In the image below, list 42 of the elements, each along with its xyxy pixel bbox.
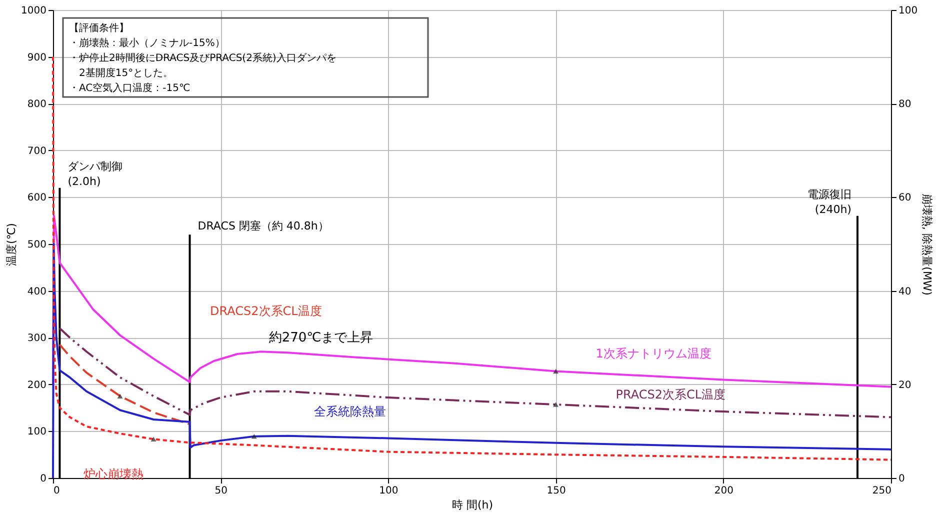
series-label: 全系統除熱量 [314,404,386,418]
y-tick-label: 600 [27,192,46,204]
y-tick-label: 500 [27,240,46,250]
y2-axis-title: 崩壊熱, 除熱量(MW) [920,194,934,296]
y2-tick-label: 20 [898,380,912,391]
text: 炉心崩壊熱 [84,467,144,482]
y2-tick-label: 100 [898,6,918,16]
annotation: ・AC空気入口温度：-15℃ [69,82,190,94]
series-label: PRACS2次系CL温度 [616,388,726,402]
annotation: 【評価条件】 [69,22,129,34]
y-tick-label: 200 [27,380,46,391]
y2-tick-label: 60 [898,192,912,204]
annotation: ・崩壊熱：最小（ノミナル-15%） [69,37,225,49]
line-series [52,214,892,388]
annotation: 電源復旧 (240h) [807,188,852,216]
annotation: ・炉停止2時間後にDRACS及びPRACS(2系統)入口ダンパを2基開度15°とした。 [69,52,336,79]
series-label: 1次系ナトリウム温度 [596,346,712,360]
y-tick-label: 800 [27,99,46,110]
y2-tick-label: 80 [898,99,912,110]
x-tick-label: 100 [379,486,398,496]
y2-tick-label: 0 [898,474,905,484]
text: DRACS2次系CL温度 [210,304,322,318]
y-tick-label: 700 [27,146,46,157]
x-tick-label: 50 [214,486,228,496]
y-tick-label: 900 [27,52,46,64]
annotation: ダンパ制御 (2.0h) [68,160,123,188]
x-tick-label: 200 [714,486,734,496]
line-series [58,344,191,426]
line-series [58,327,892,418]
y-tick-label: 1000 [21,6,46,16]
y-axis-title: 温度(℃) [5,223,18,266]
x-tick-label: 150 [546,486,566,496]
x-tick-label: 0 [54,486,60,496]
y2-tick-label: 40 [898,286,912,298]
y-tick-label: 400 [27,286,46,298]
x-tick-label: 250 [872,486,892,496]
y-tick-label: 0 [40,474,46,484]
x-axis-title: 時 間(h) [452,498,494,512]
annotation: DRACS 閉塞（約 40.8h） [198,220,329,233]
y-tick-label: 300 [27,333,46,344]
annotation: 約270℃まで上昇 [268,330,374,346]
y-tick-label: 100 [27,426,46,438]
